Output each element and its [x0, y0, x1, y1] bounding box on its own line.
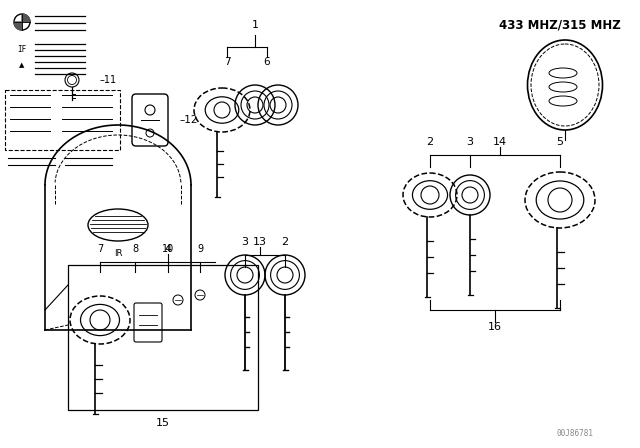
Text: 9: 9 — [197, 244, 203, 254]
Bar — [5, 90, 120, 150]
Text: –12: –12 — [180, 115, 198, 125]
Text: 13: 13 — [253, 237, 267, 247]
Text: IF: IF — [17, 45, 27, 54]
Text: 14: 14 — [493, 137, 507, 147]
Text: 6: 6 — [264, 57, 270, 67]
Text: 1: 1 — [252, 20, 259, 30]
Text: 5: 5 — [557, 137, 563, 147]
Text: 3: 3 — [467, 137, 474, 147]
Text: 00J86781: 00J86781 — [557, 429, 593, 438]
Text: 15: 15 — [156, 418, 170, 428]
Text: 7: 7 — [97, 244, 103, 254]
Polygon shape — [22, 14, 30, 22]
Bar — [68, 265, 258, 410]
Text: 433 MHZ/315 MHZ: 433 MHZ/315 MHZ — [499, 18, 621, 31]
Polygon shape — [14, 22, 22, 30]
Text: 2: 2 — [282, 237, 289, 247]
Text: 3: 3 — [241, 237, 248, 247]
Text: 2: 2 — [426, 137, 433, 147]
Text: ▲: ▲ — [19, 62, 25, 68]
Text: 8: 8 — [132, 244, 138, 254]
Text: 16: 16 — [488, 322, 502, 332]
Text: IR: IR — [114, 249, 122, 258]
Text: 4: 4 — [164, 244, 172, 254]
Text: 10: 10 — [162, 244, 174, 254]
Text: –11: –11 — [100, 75, 117, 85]
Text: 7: 7 — [224, 57, 230, 67]
